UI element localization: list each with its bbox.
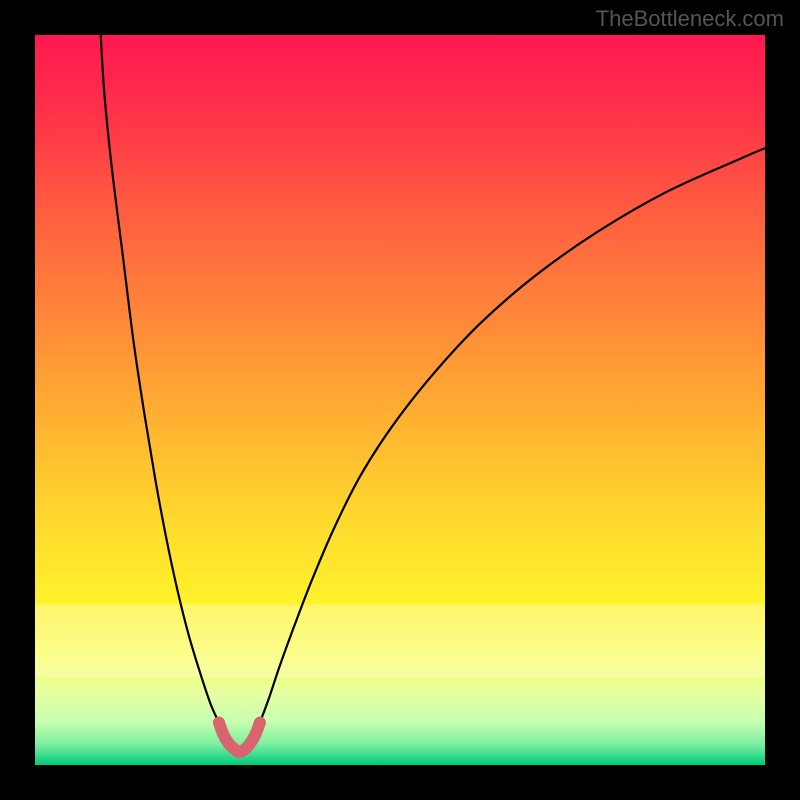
curve-overlay [35,35,765,765]
watermark-text: TheBottleneck.com [596,6,784,32]
left-curve [101,35,219,723]
trough-marker-line [219,723,260,752]
plot-area [35,35,765,765]
right-curve [260,148,765,723]
